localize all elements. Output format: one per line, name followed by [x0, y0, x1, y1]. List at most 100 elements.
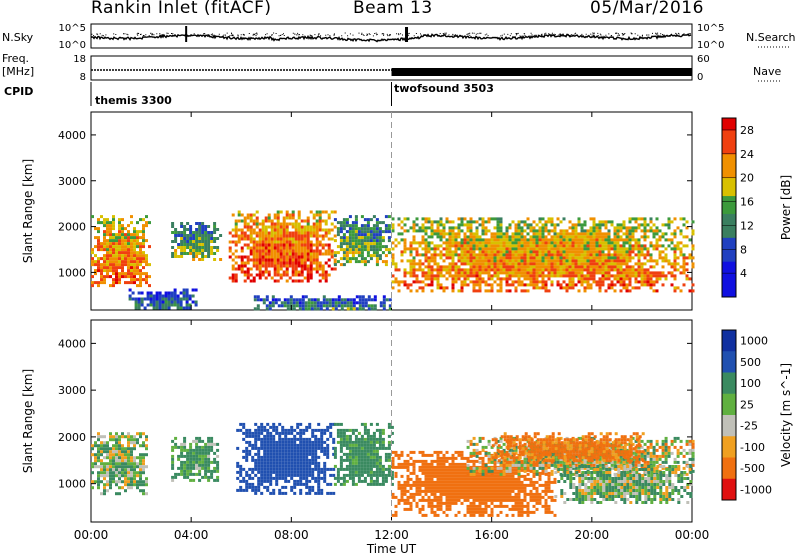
- power-panel-cell: [136, 254, 139, 258]
- velocity-panel-cell: [415, 489, 419, 493]
- velocity-panel-cell: [174, 472, 178, 476]
- velocity-panel-cell: [130, 462, 133, 466]
- power-panel-cell: [427, 271, 431, 275]
- power-panel-cell: [649, 259, 653, 263]
- velocity-panel-cell: [445, 492, 449, 496]
- power-panel-cell: [586, 253, 590, 257]
- power-panel-cell: [133, 248, 136, 252]
- power-panel-cell: [366, 248, 370, 252]
- power-panel-cell: [339, 245, 343, 249]
- power-panel-cell: [436, 262, 440, 266]
- power-panel-cell: [607, 259, 611, 263]
- power-panel-cell: [97, 242, 100, 246]
- power-panel-cell: [580, 226, 584, 230]
- power-panel-cell: [577, 223, 581, 227]
- power-panel-cell: [270, 219, 274, 223]
- power-panel-cell: [373, 304, 377, 308]
- power-panel-cell: [469, 274, 473, 278]
- velocity-panel-cell: [207, 475, 211, 479]
- power-panel-cell: [133, 272, 136, 276]
- velocity-panel-cell: [320, 467, 324, 471]
- power-panel-cell: [261, 222, 265, 226]
- power-panel-cell: [256, 307, 260, 311]
- power-panel-cell: [294, 252, 298, 256]
- velocity-panel-cell: [100, 465, 103, 469]
- power-panel-cell: [142, 254, 145, 258]
- power-panel-cell: [436, 253, 440, 257]
- velocity-panel-cell: [100, 459, 103, 463]
- velocity-panel-cell: [207, 457, 211, 461]
- power-panel-cell: [315, 255, 319, 259]
- power-panel-cell: [430, 229, 434, 233]
- velocity-panel-cell: [357, 470, 361, 474]
- velocity-panel-cell: [466, 474, 470, 478]
- power-panel-cell: [586, 274, 590, 278]
- power-panel-cell: [460, 256, 464, 260]
- power-panel-cell: [532, 271, 536, 275]
- power-panel-cell: [140, 291, 144, 295]
- power-panel-cell: [676, 241, 680, 245]
- power-panel-cell: [460, 223, 464, 227]
- velocity-panel-cell: [415, 480, 419, 484]
- velocity-panel-cell: [177, 466, 181, 470]
- velocity-panel-cell: [317, 461, 321, 465]
- power-panel-cell: [121, 224, 124, 228]
- power-panel-cell: [520, 229, 524, 233]
- power-panel-cell: [300, 231, 304, 235]
- power-panel-cell: [532, 274, 536, 278]
- power-panel-cell: [176, 294, 180, 298]
- power-panel-cell: [121, 257, 124, 261]
- velocity-panel-cell: [260, 458, 264, 462]
- power-panel-cell: [622, 271, 626, 275]
- power-panel-cell: [586, 256, 590, 260]
- velocity-panel-cell: [451, 453, 455, 457]
- power-panel-cell: [547, 229, 551, 233]
- power-panel-cell: [433, 262, 437, 266]
- velocity-panel-cell: [180, 442, 184, 446]
- velocity-panel-cell: [460, 468, 464, 472]
- velocity-panel-cell: [308, 452, 312, 456]
- velocity-panel-cell: [100, 444, 103, 448]
- power-panel-cell: [288, 243, 292, 247]
- velocity-panel-cell: [269, 476, 273, 480]
- velocity-panel-cell: [207, 445, 211, 449]
- velocity-panel-cell: [436, 450, 440, 454]
- power-panel-cell: [484, 253, 488, 257]
- power-panel-cell: [271, 295, 275, 299]
- power-panel-cell: [463, 235, 467, 239]
- power-panel-cell: [400, 250, 404, 254]
- velocity-panel-cell: [317, 476, 321, 480]
- velocity-panel-cell: [372, 473, 376, 477]
- velocity-panel-cell: [357, 461, 361, 465]
- power-panel-cell: [526, 259, 530, 263]
- power-panel-cell: [490, 256, 494, 260]
- power-panel-cell: [583, 229, 587, 233]
- power-panel-cell: [106, 269, 109, 273]
- power-panel-cell: [115, 248, 118, 252]
- velocity-panel-cell: [433, 480, 437, 484]
- velocity-panel-cell: [323, 470, 327, 474]
- velocity-panel-cell: [360, 458, 364, 462]
- power-panel-cell: [130, 254, 133, 258]
- power-panel-cell: [664, 277, 668, 281]
- power-panel-cell: [375, 248, 379, 252]
- velocity-panel-cell: [351, 428, 355, 432]
- power-panel-cell: [139, 284, 142, 288]
- power-panel-cell: [427, 259, 431, 263]
- velocity-panel-cell: [127, 468, 130, 472]
- power-panel-cell: [121, 239, 124, 243]
- velocity-panel-cell: [469, 474, 473, 478]
- velocity-panel-cell: [239, 422, 243, 426]
- velocity-panel-cell: [118, 474, 121, 478]
- velocity-panel-cell: [254, 437, 258, 441]
- power-panel-cell: [565, 244, 569, 248]
- velocity-panel-cell: [424, 465, 428, 469]
- velocity-panel-cell: [269, 461, 273, 465]
- power-panel-cell: [439, 217, 443, 221]
- velocity-panel-cell: [317, 482, 321, 486]
- velocity-panel-cell: [263, 437, 267, 441]
- power-panel-cell: [541, 244, 545, 248]
- velocity-panel-cell: [97, 438, 100, 442]
- power-panel-cell: [463, 250, 467, 254]
- power-panel-cell: [237, 267, 241, 271]
